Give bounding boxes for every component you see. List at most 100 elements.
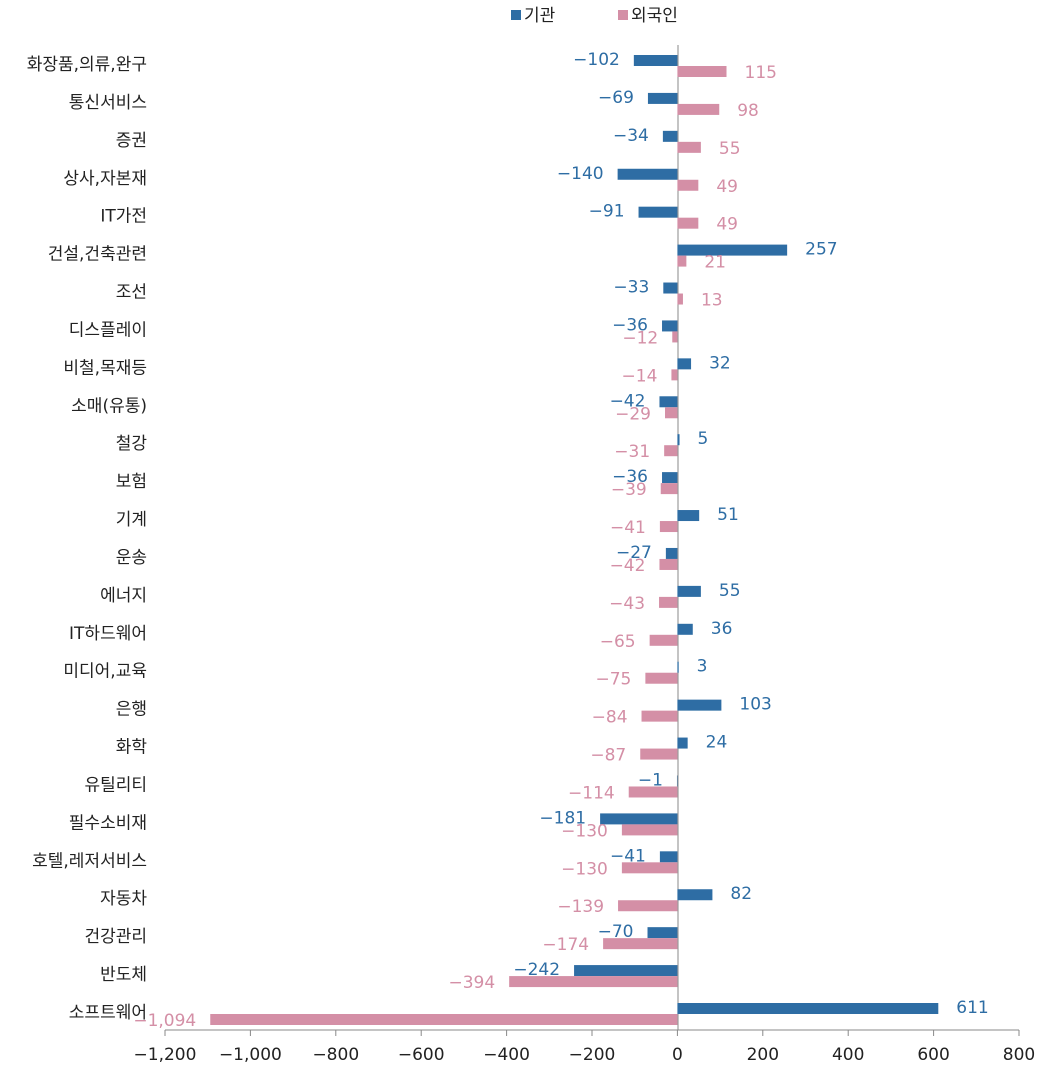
value-label: −139: [557, 897, 604, 917]
bar: [677, 700, 721, 711]
bar: [650, 635, 678, 646]
category-label: IT하드웨어: [69, 624, 147, 644]
bar: [618, 169, 678, 180]
bar: [574, 965, 677, 976]
bar: [677, 294, 683, 305]
value-label: 24: [706, 733, 728, 753]
value-label: −84: [592, 708, 628, 728]
category-label: 기계: [116, 510, 147, 530]
bar: [662, 320, 677, 331]
bar: [677, 358, 691, 369]
category-label: 통신서비스: [69, 93, 147, 113]
bar: [677, 586, 700, 597]
value-label: 82: [730, 884, 752, 904]
value-label: −394: [448, 973, 495, 993]
value-label: 49: [716, 177, 738, 197]
value-label: −33: [613, 278, 649, 298]
bar: [634, 55, 678, 66]
x-tick-label: 800: [1003, 1045, 1035, 1065]
bar: [677, 218, 698, 229]
bar: [660, 851, 678, 862]
value-label: 611: [956, 998, 988, 1018]
value-label: −130: [561, 821, 608, 841]
bar: [677, 889, 712, 900]
bar: [677, 738, 687, 749]
category-label: 상사,자본재: [63, 169, 147, 189]
value-label: −1,094: [133, 1011, 196, 1031]
legend-label: 기관: [524, 6, 555, 26]
value-label: 13: [701, 291, 723, 311]
x-tick-label: 0: [672, 1045, 683, 1065]
bar: [660, 521, 678, 532]
value-label: −69: [598, 88, 634, 108]
value-label: 103: [739, 695, 771, 715]
x-tick-label: −1,200: [134, 1045, 197, 1065]
bar: [677, 510, 699, 521]
bar: [648, 927, 678, 938]
bar: [677, 104, 719, 115]
value-label: −91: [589, 202, 625, 222]
bar: [661, 483, 678, 494]
x-tick-label: −400: [483, 1045, 530, 1065]
value-label: 49: [716, 215, 738, 235]
bar: [666, 548, 678, 559]
value-label: −29: [615, 404, 651, 424]
bar: [648, 93, 677, 104]
legend-swatch: [511, 10, 521, 20]
category-label: 반도체: [100, 965, 147, 985]
bar: [663, 131, 678, 142]
value-label: 51: [717, 505, 739, 525]
category-label: 디스플레이: [69, 320, 147, 340]
category-label: 자동차: [100, 889, 147, 909]
bar: [677, 434, 679, 445]
x-tick-label: 400: [832, 1045, 864, 1065]
value-label: 98: [737, 101, 759, 121]
value-label: 257: [805, 240, 837, 260]
bar: [672, 331, 677, 342]
bar: [659, 559, 677, 570]
x-tick-label: 600: [917, 1045, 949, 1065]
bar: [640, 749, 677, 760]
category-label: 에너지: [100, 586, 147, 606]
value-label: 55: [719, 581, 741, 601]
value-label: −43: [609, 594, 645, 614]
x-tick-label: −1,000: [219, 1045, 282, 1065]
bar: [659, 396, 677, 407]
bar: [618, 900, 677, 911]
value-label: 36: [711, 619, 733, 639]
bar: [659, 597, 677, 608]
bar: [677, 662, 678, 673]
bar: [677, 1003, 938, 1014]
bar: [662, 472, 677, 483]
bar: [677, 142, 700, 153]
category-label: 은행: [116, 700, 147, 720]
category-label: IT가전: [100, 207, 147, 227]
category-label: 운송: [116, 548, 147, 568]
bar: [509, 976, 677, 987]
x-tick-label: −800: [312, 1045, 359, 1065]
category-label: 화학: [116, 738, 148, 758]
bar: [639, 207, 678, 218]
value-label: 115: [745, 63, 777, 83]
category-label: 보험: [116, 472, 147, 492]
bar: [210, 1014, 677, 1025]
category-label: 유틸리티: [84, 775, 147, 795]
value-label: −75: [595, 670, 631, 690]
x-tick-label: −600: [398, 1045, 445, 1065]
value-label: −174: [542, 935, 589, 955]
bar: [663, 283, 677, 294]
bar: [677, 66, 726, 77]
bar: [665, 407, 677, 418]
value-label: −140: [557, 164, 604, 184]
legend-swatch: [618, 10, 628, 20]
x-tick-label: −200: [569, 1045, 616, 1065]
value-label: −102: [573, 50, 620, 70]
bar: [629, 786, 678, 797]
value-label: −130: [561, 859, 608, 879]
value-label: −41: [610, 518, 646, 538]
bar: [622, 824, 678, 835]
value-label: 55: [719, 139, 741, 159]
category-label: 증권: [116, 131, 147, 151]
category-label: 미디어,교육: [63, 662, 147, 682]
bar: [677, 256, 686, 267]
